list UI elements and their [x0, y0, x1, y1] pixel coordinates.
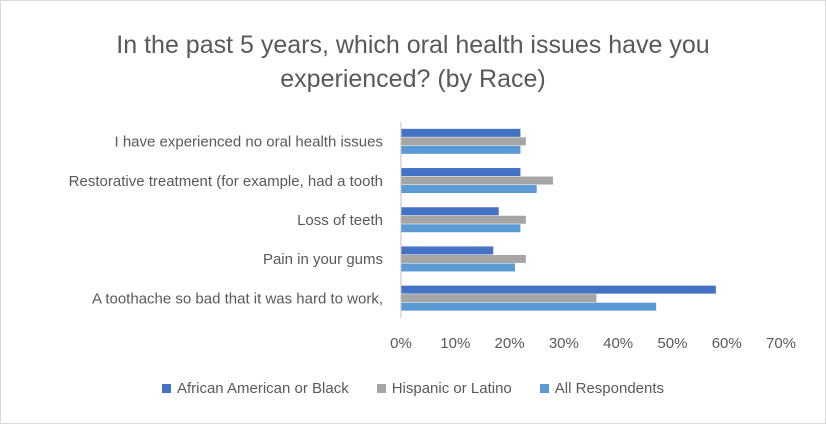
- category-label: A toothache so bad that it was hard to w…: [92, 290, 383, 307]
- bar-3-cat-5: [401, 302, 657, 311]
- x-tick-label: 20%: [495, 335, 525, 352]
- legend: African American or Black Hispanic or Lat…: [0, 376, 826, 400]
- bar-3-cat-4: [401, 263, 515, 272]
- x-tick-label: 0%: [390, 335, 412, 352]
- x-tick-label: 70%: [766, 335, 796, 352]
- bar-3-cat-1: [401, 145, 521, 154]
- legend-label: All Respondents: [554, 379, 665, 397]
- bar-1-cat-5: [401, 285, 716, 294]
- bar-2-cat-3: [401, 215, 526, 224]
- x-tick-label: 10%: [440, 335, 470, 352]
- bar-1-cat-1: [401, 128, 521, 137]
- legend-swatch: [161, 383, 171, 393]
- legend-swatch: [376, 383, 386, 393]
- legend-item: African American or Black: [161, 379, 349, 397]
- x-tick-label: 50%: [657, 335, 687, 352]
- bar-2-cat-2: [401, 176, 553, 185]
- x-tick-label: 60%: [712, 335, 742, 352]
- bar-1-cat-4: [401, 246, 494, 255]
- category-label: Restorative treatment (for example, had …: [69, 173, 383, 190]
- legend-item: All Respondents: [539, 379, 665, 397]
- category-label: Loss of teeth: [297, 212, 383, 229]
- legend-label: African American or Black: [176, 379, 349, 397]
- x-tick-label: 40%: [603, 335, 633, 352]
- bar-2-cat-1: [401, 137, 526, 146]
- x-tick-label: 30%: [549, 335, 579, 352]
- bar-1-cat-2: [401, 168, 521, 177]
- legend-label: Hispanic or Latino: [391, 379, 512, 397]
- bar-1-cat-3: [401, 207, 499, 216]
- legend-item: Hispanic or Latino: [376, 379, 512, 397]
- category-label: I have experienced no oral health issues: [114, 134, 383, 151]
- category-label: Pain in your gums: [263, 251, 383, 268]
- chart-title: In the past 5 years, which oral health i…: [116, 31, 710, 93]
- bar-3-cat-2: [401, 185, 537, 194]
- bar-2-cat-4: [401, 254, 526, 263]
- bar-3-cat-3: [401, 224, 521, 233]
- legend-swatch: [539, 383, 549, 393]
- bar-2-cat-5: [401, 294, 597, 303]
